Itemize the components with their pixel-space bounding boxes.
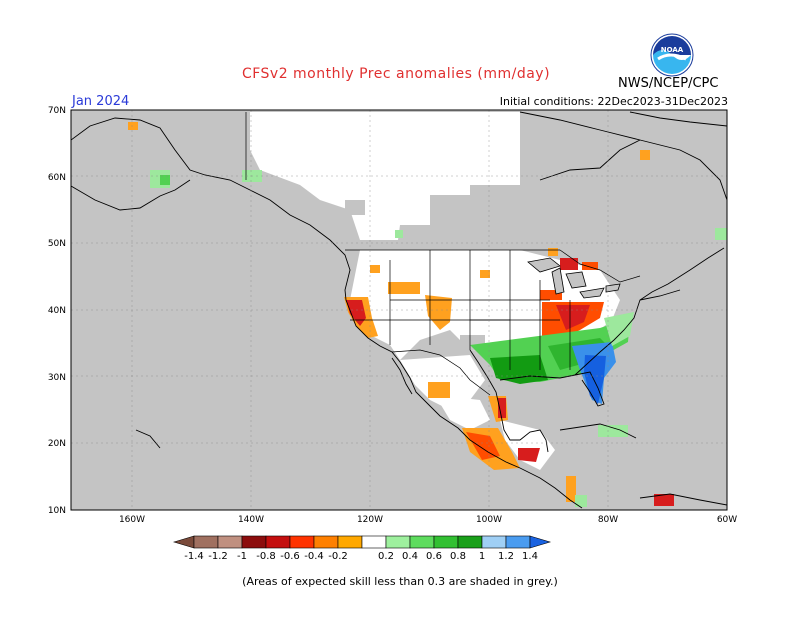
agency-label: NWS/NCEP/CPC xyxy=(618,76,719,91)
colorbar-label: 0.6 xyxy=(426,551,442,562)
lat-label: 50N xyxy=(48,239,66,249)
colorbar-label: 1.2 xyxy=(498,551,514,562)
lat-label: 20N xyxy=(48,439,66,449)
lat-label: 60N xyxy=(48,173,66,183)
coastlines xyxy=(71,111,727,509)
colorbar-label: -0.8 xyxy=(256,551,276,562)
colorbar-swatch xyxy=(481,535,507,549)
colorbar-label: -0.2 xyxy=(328,551,348,562)
lon-label: 140W xyxy=(238,515,264,525)
lat-label: 70N xyxy=(48,106,66,116)
political-borders xyxy=(245,112,641,396)
colorbar-swatch xyxy=(337,535,363,549)
lon-label: 80W xyxy=(598,515,618,525)
lat-label: 40N xyxy=(48,306,66,316)
colorbar-swatch xyxy=(361,535,387,549)
colorbar-label: 1 xyxy=(479,551,485,562)
dry-anomaly-areas xyxy=(128,122,674,506)
map-frame xyxy=(70,109,728,511)
svg-text:NOAA: NOAA xyxy=(661,46,684,54)
colorbar-labels: -1.4 -1.2 -1 -0.8 -0.6 -0.4 -0.2 0.2 0.4 0.6 0.8 1 1… xyxy=(184,551,538,562)
colorbar-label: 0.8 xyxy=(450,551,466,562)
colorbar-swatch xyxy=(505,535,531,549)
colorbar-label: -1.4 xyxy=(184,551,204,562)
colorbar-label: -0.6 xyxy=(280,551,300,562)
graticule xyxy=(71,110,727,510)
colorbar-swatch xyxy=(313,535,339,549)
great-lakes xyxy=(527,257,621,299)
forecast-month: Jan 2024 xyxy=(72,94,130,109)
lat-label: 10N xyxy=(48,506,66,516)
colorbar-label: -1 xyxy=(237,551,247,562)
colorbar-swatch xyxy=(289,535,315,549)
colorbar-label: -0.4 xyxy=(304,551,324,562)
initial-conditions: Initial conditions: 22Dec2023-31Dec2023 xyxy=(499,95,728,108)
lat-label: 30N xyxy=(48,373,66,383)
lat-axis: 70N 60N 50N 40N 30N 20N 10N xyxy=(48,106,66,516)
colorbar-arrow-left xyxy=(172,535,195,549)
lon-label: 100W xyxy=(476,515,502,525)
colorbar-label: 1.4 xyxy=(522,551,538,562)
lon-label: 120W xyxy=(357,515,383,525)
colorbar-swatch xyxy=(409,535,435,549)
colorbar-swatch xyxy=(241,535,267,549)
skill-note: (Areas of expected skill less than 0.3 a… xyxy=(242,575,558,588)
chart-title: CFSv2 monthly Prec anomalies (mm/day) xyxy=(241,66,551,82)
colorbar-swatch xyxy=(385,535,411,549)
colorbar-label: -1.2 xyxy=(208,551,228,562)
lon-axis: 160W 140W 120W 100W 80W 60W xyxy=(119,515,737,525)
colorbar-label: 0.2 xyxy=(378,551,394,562)
colorbar-swatches xyxy=(172,535,552,549)
noaa-logo-icon: NOAA xyxy=(650,33,694,77)
colorbar-swatch xyxy=(457,535,483,549)
lon-label: 160W xyxy=(119,515,145,525)
colorbar-swatch xyxy=(433,535,459,549)
colorbar-swatch xyxy=(193,535,219,549)
colorbar-label: 0.4 xyxy=(402,551,418,562)
colorbar-swatch xyxy=(265,535,291,549)
colorbar-swatch xyxy=(217,535,243,549)
colorbar-arrow-right xyxy=(529,535,552,549)
lon-label: 60W xyxy=(717,515,737,525)
